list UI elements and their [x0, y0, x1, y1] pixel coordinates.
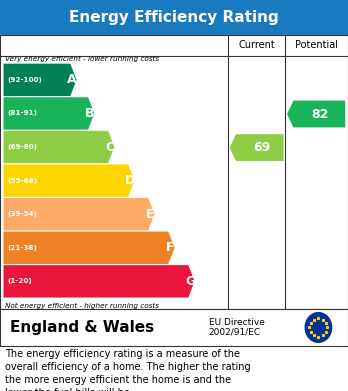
Text: (21-38): (21-38) [8, 245, 38, 251]
Bar [0, 35, 348, 309]
Text: A: A [68, 74, 77, 86]
Bar [0, 309, 348, 346]
Text: Not energy efficient - higher running costs: Not energy efficient - higher running co… [5, 303, 159, 309]
Polygon shape [3, 265, 195, 298]
Text: (55-68): (55-68) [8, 178, 38, 184]
Text: (1-20): (1-20) [8, 278, 32, 284]
Text: (69-80): (69-80) [8, 144, 38, 150]
Text: C: C [105, 140, 114, 154]
Text: (92-100): (92-100) [8, 77, 42, 83]
Polygon shape [3, 97, 94, 130]
Bar [0, 0, 348, 35]
Polygon shape [3, 198, 155, 230]
Text: Energy Efficiency Rating: Energy Efficiency Rating [69, 10, 279, 25]
Text: The energy efficiency rating is a measure of the
overall efficiency of a home. T: The energy efficiency rating is a measur… [5, 349, 251, 391]
Circle shape [305, 313, 332, 343]
Text: E: E [146, 208, 155, 221]
Polygon shape [3, 164, 134, 197]
Text: 69: 69 [253, 141, 270, 154]
Polygon shape [230, 134, 284, 161]
Text: 82: 82 [312, 108, 329, 120]
Text: (39-54): (39-54) [8, 211, 38, 217]
Text: 2002/91/EC: 2002/91/EC [209, 328, 261, 337]
Polygon shape [287, 100, 345, 127]
Text: (81-91): (81-91) [8, 110, 38, 117]
Polygon shape [3, 131, 114, 163]
Text: Current: Current [238, 40, 275, 50]
Polygon shape [3, 231, 175, 264]
Text: England & Wales: England & Wales [10, 320, 155, 335]
Polygon shape [3, 64, 77, 96]
Text: Very energy efficient - lower running costs: Very energy efficient - lower running co… [5, 56, 159, 62]
Text: Potential: Potential [295, 40, 338, 50]
Text: G: G [185, 275, 195, 288]
Text: B: B [85, 107, 95, 120]
Text: F: F [166, 241, 174, 254]
Text: EU Directive: EU Directive [209, 318, 265, 327]
Text: D: D [125, 174, 135, 187]
